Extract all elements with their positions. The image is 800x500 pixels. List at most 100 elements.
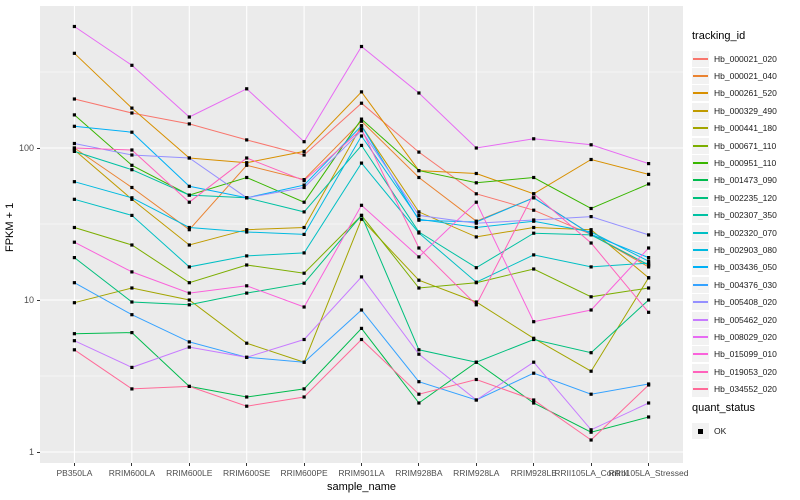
data-point — [589, 157, 593, 162]
data-point — [187, 345, 191, 349]
data-point — [359, 217, 364, 221]
legend-key — [692, 85, 709, 102]
data-point — [417, 150, 421, 154]
data-point — [72, 51, 76, 55]
legend-line-icon — [693, 214, 708, 217]
data-point — [72, 24, 76, 29]
legend-item-label: Hb_000951_110 — [714, 158, 777, 169]
data-point — [245, 175, 249, 180]
data-point — [532, 175, 536, 180]
data-point — [130, 148, 134, 152]
data-point — [72, 146, 76, 150]
y-tick-mark — [37, 299, 40, 301]
legend-line-icon — [693, 127, 708, 130]
data-point — [245, 196, 249, 200]
data-point — [417, 286, 421, 290]
data-point — [245, 254, 249, 258]
data-point — [302, 232, 306, 236]
data-point — [589, 232, 593, 236]
legend-key — [692, 363, 709, 380]
data-point — [589, 392, 593, 396]
data-point — [417, 401, 421, 405]
y-tick-label: 100 — [18, 143, 34, 153]
data-point — [245, 138, 249, 142]
data-point — [187, 303, 191, 307]
data-point — [130, 130, 134, 134]
x-tick-mark — [475, 463, 477, 466]
data-point — [245, 156, 249, 160]
data-point — [647, 263, 651, 267]
legend-item-Hb_034552_020: Hb_034552_020 — [692, 380, 798, 398]
data-point — [359, 119, 364, 123]
data-point — [417, 392, 421, 396]
data-point — [302, 210, 306, 214]
data-point — [417, 169, 421, 173]
legend-tracking-id: tracking_id Hb_000021_020 Hb_000021_040 Hb… — [692, 30, 798, 398]
data-point — [589, 265, 593, 269]
legend-line-icon — [693, 92, 708, 95]
data-point — [532, 398, 536, 402]
data-point — [647, 182, 651, 186]
data-point — [359, 337, 364, 342]
legend-item-label: Hb_019053_020 — [714, 366, 777, 377]
legend-item-label: Hb_000329_490 — [714, 105, 777, 116]
data-point — [302, 251, 306, 255]
x-tick-mark — [246, 463, 248, 466]
data-point — [72, 141, 76, 146]
legend-key — [692, 102, 709, 119]
legend-line-icon — [693, 196, 708, 199]
legend-item-Hb_002235_120: Hb_002235_120 — [692, 189, 798, 206]
legend-item-label: Hb_002307_350 — [714, 210, 777, 221]
legend-key — [692, 189, 709, 206]
data-point — [589, 430, 593, 434]
data-point — [359, 101, 364, 105]
data-point — [359, 143, 364, 147]
legend-key — [692, 381, 709, 398]
legend-line-icon — [693, 109, 708, 112]
legend-line-icon — [693, 335, 708, 338]
data-point — [245, 355, 249, 359]
data-point — [647, 276, 651, 280]
x-tick-label: RRIM600LE — [166, 468, 213, 478]
data-point — [302, 305, 306, 309]
data-point — [130, 163, 134, 167]
data-point — [245, 87, 249, 91]
data-point — [187, 225, 191, 230]
data-point — [647, 233, 651, 237]
x-tick-label: RRII105LA_Control — [554, 468, 628, 478]
data-point — [72, 332, 76, 336]
legend-line-icon — [693, 162, 708, 165]
legend-item-Hb_005408_020: Hb_005408_020 — [692, 293, 798, 311]
black-square-point-icon — [698, 428, 703, 434]
data-point — [474, 235, 478, 239]
legend-item-Hb_001473_090: Hb_001473_090 — [692, 172, 798, 189]
data-point — [647, 383, 651, 387]
data-point — [130, 63, 134, 67]
data-point — [589, 351, 593, 355]
data-point — [474, 303, 478, 307]
legend-quant-status: quant_status OK — [692, 402, 798, 439]
data-point — [474, 360, 478, 364]
data-point — [647, 256, 651, 260]
legend-key — [692, 259, 709, 276]
data-point — [474, 280, 478, 284]
x-tick-label: RRIM600LA — [108, 468, 155, 478]
legend-item-Hb_008029_020: Hb_008029_020 — [692, 328, 798, 345]
data-point — [72, 348, 76, 352]
data-point — [589, 428, 593, 432]
legend-key — [692, 155, 709, 172]
data-point — [359, 326, 364, 330]
x-tick-mark — [303, 463, 305, 466]
data-point — [130, 185, 134, 190]
legend-item-Hb_000951_110: Hb_000951_110 — [692, 154, 798, 172]
data-point — [245, 228, 249, 232]
legend-key — [692, 172, 709, 189]
legend-item-Hb_002903_080: Hb_002903_080 — [692, 241, 798, 258]
data-point — [130, 153, 134, 157]
legend-item-label: Hb_015099_010 — [714, 349, 777, 360]
legend-line-icon — [693, 266, 708, 269]
legend-item-label: Hb_000021_020 — [714, 53, 777, 64]
data-point — [187, 184, 191, 188]
data-point — [532, 401, 536, 405]
legend-entries: Hb_000021_020 Hb_000021_040 Hb_000261_520 H… — [692, 50, 798, 398]
